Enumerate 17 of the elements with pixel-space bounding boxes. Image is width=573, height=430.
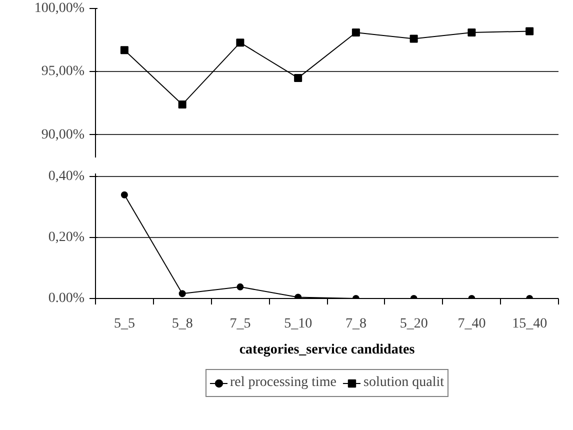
x-tick-label: 7_40 (458, 316, 486, 332)
x-tick-label: 5_10 (284, 316, 312, 332)
x-tick-label: 5_20 (400, 316, 428, 332)
legend-label: rel processing time (230, 374, 337, 390)
x-axis-title: categories_service candidates (239, 342, 416, 358)
x-tick-label: 5_8 (172, 316, 193, 332)
x-tick-label: 15_40 (512, 316, 548, 332)
y-tick-label: 0,20% (48, 230, 85, 246)
y-tick-label: 0.00% (48, 291, 85, 306)
y-tick-label: 0,40% (48, 169, 85, 184)
x-tick-label: 7_8 (345, 316, 366, 332)
x-tick-label: 7_5 (230, 316, 251, 332)
y-tick-label: 100,00% (34, 1, 85, 16)
y-tick-label: 95,00% (41, 64, 85, 80)
x-tick-label: 5_5 (114, 316, 135, 332)
legend-label: solution qualit (364, 374, 444, 390)
y-tick-label: 90,00% (41, 127, 85, 142)
